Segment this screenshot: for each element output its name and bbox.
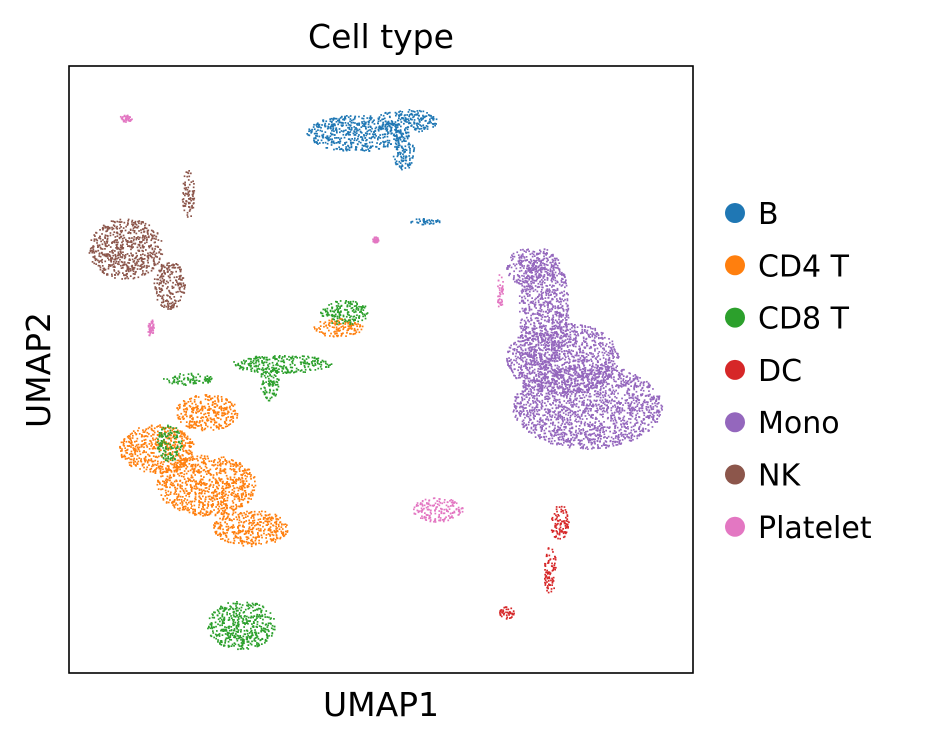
legend-item: Mono (725, 406, 840, 441)
legend-item: CD4 T (725, 249, 850, 284)
y-axis-label: UMAP2 (19, 312, 58, 428)
legend: B CD4 T CD8 T DC Mono NK Platelet (725, 197, 872, 546)
legend-marker (725, 359, 745, 380)
cluster-point-cloud (372, 236, 380, 244)
series-dc (499, 505, 570, 620)
cluster-point-cloud (410, 218, 441, 226)
cluster-point-cloud (544, 547, 557, 594)
legend-marker (725, 307, 745, 328)
x-axis-label: UMAP1 (323, 685, 439, 724)
series-b (306, 109, 441, 226)
legend-label: DC (758, 354, 802, 389)
legend-marker (725, 255, 745, 276)
series-cd4-t (119, 318, 364, 548)
cluster-point-cloud (313, 318, 364, 338)
cluster-point-cloud (156, 454, 257, 517)
series-platelet (119, 114, 504, 523)
cluster-point-cloud (518, 248, 570, 371)
legend-marker (725, 203, 745, 223)
scatter-points (88, 109, 664, 651)
cluster-point-cloud (506, 321, 620, 396)
cluster-point-cloud (377, 109, 438, 135)
cluster-point-cloud (320, 300, 369, 326)
legend-item: DC (725, 354, 802, 389)
legend-marker (725, 412, 745, 433)
cluster-point-cloud (156, 424, 183, 462)
legend-label: Platelet (758, 511, 872, 546)
legend-marker (725, 464, 745, 485)
plot-frame (68, 65, 694, 674)
cluster-point-cloud (153, 262, 186, 310)
cluster-point-cloud (512, 363, 664, 450)
cluster-point-cloud (260, 364, 280, 402)
cluster-point-cloud (207, 601, 276, 651)
legend-marker (725, 516, 745, 537)
cluster-point-cloud (550, 505, 570, 540)
cluster-point-cloud (176, 394, 239, 432)
legend-item: CD8 T (725, 302, 850, 337)
cluster-point-cloud (119, 114, 133, 123)
chart-title: Cell type (308, 17, 454, 56)
cluster-point-cloud (506, 248, 545, 285)
cluster-point-cloud (213, 510, 289, 548)
cluster-point-cloud (233, 355, 333, 374)
legend-item: NK (725, 459, 801, 494)
legend-label: NK (758, 459, 801, 494)
legend-label: CD4 T (758, 249, 850, 284)
cluster-point-cloud (163, 372, 213, 386)
legend-item: B (725, 197, 779, 232)
cluster-point-cloud (181, 170, 196, 218)
series-cd8-t (156, 300, 369, 651)
cluster-point-cloud (497, 274, 504, 308)
legend-label: B (758, 197, 779, 232)
legend-label: CD8 T (758, 302, 850, 337)
cluster-point-cloud (88, 218, 164, 280)
cluster-point-cloud (392, 133, 416, 171)
cluster-point-cloud (119, 424, 195, 474)
series-nk (88, 170, 196, 310)
series-mono (506, 248, 664, 450)
cluster-point-cloud (147, 319, 155, 337)
cluster-point-cloud (306, 115, 407, 152)
cluster-point-cloud (499, 606, 515, 620)
cluster-point-cloud (413, 497, 464, 523)
legend-item: Platelet (725, 511, 872, 546)
legend-label: Mono (758, 406, 840, 441)
